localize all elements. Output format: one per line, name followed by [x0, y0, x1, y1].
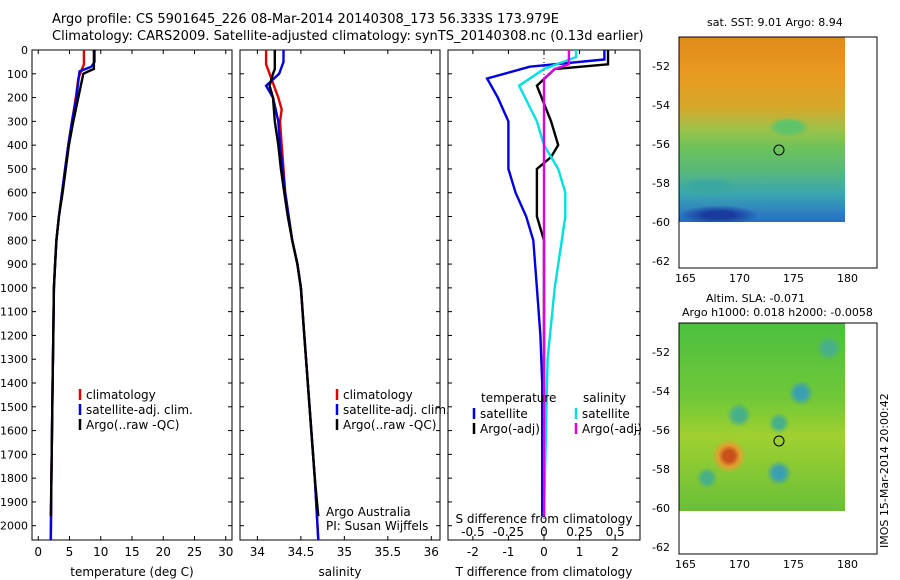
series-line: [517, 50, 578, 517]
x-tick-label: 34: [250, 545, 265, 559]
legend-label: Argo(-adj): [582, 422, 642, 436]
x-tick-label: 35.5: [374, 545, 401, 559]
y-tick-label: 1000: [0, 282, 28, 295]
map2-sla-image: [679, 323, 845, 511]
map-x-tick-label: 170: [729, 558, 750, 571]
map-x-tick-label: 170: [729, 272, 750, 285]
legend-label: Argo(..raw -QC): [86, 418, 179, 432]
x-tick-label: -2: [467, 545, 479, 559]
x-tick-label: 2: [611, 545, 619, 559]
s-axis-label: S difference from climatology: [456, 512, 633, 526]
map1-title: sat. SST: 9.01 Argo: 8.94: [707, 16, 843, 29]
x-tick-label: 34.5: [288, 545, 315, 559]
series-line: [485, 50, 606, 517]
x-tick-label: 10: [93, 545, 108, 559]
x-axis-label: T difference from climatology: [455, 565, 633, 579]
x-tick-label: 0: [540, 545, 548, 559]
y-tick-label: 1700: [0, 448, 28, 461]
legend-label: Argo(..raw -QC): [343, 418, 436, 432]
y-tick-label: 0: [21, 44, 28, 57]
map-y-tick-label: -54: [652, 99, 670, 112]
s-tick-label: -0.25: [493, 525, 524, 539]
x-tick-label: 25: [187, 545, 202, 559]
map-x-tick-label: 165: [675, 272, 696, 285]
x-tick-label: 5: [66, 545, 74, 559]
annotation-text: Argo Australia: [326, 505, 411, 519]
legend-label: Argo(-adj): [480, 422, 540, 436]
y-tick-label: 900: [7, 258, 28, 271]
x-axis-label: salinity: [318, 565, 361, 579]
y-tick-label: 1400: [0, 377, 28, 390]
imos-stamp: IMOS 15-Mar-2014 20:00:42: [878, 393, 891, 548]
x-tick-label: 20: [156, 545, 171, 559]
map-y-tick-label: -54: [652, 385, 670, 398]
map-x-tick-label: 165: [675, 558, 696, 571]
x-tick-label: 15: [124, 545, 139, 559]
map-y-tick-label: -56: [652, 424, 670, 437]
s-tick-label: 0: [540, 525, 548, 539]
x-tick-label: 0: [34, 545, 42, 559]
y-tick-label: 700: [7, 211, 28, 224]
y-tick-label: 800: [7, 234, 28, 247]
header-line1: Argo profile: CS 5901645_226 08-Mar-2014…: [52, 12, 560, 27]
map-y-tick-label: -60: [652, 502, 670, 515]
y-tick-label: 400: [7, 139, 28, 152]
map-y-tick-label: -56: [652, 138, 670, 151]
x-tick-label: 30: [218, 545, 233, 559]
map-y-tick-label: -52: [652, 346, 670, 359]
y-tick-label: 1300: [0, 353, 28, 366]
legend-heading: temperature: [481, 391, 556, 405]
map2-title2: Argo h1000: 0.018 h2000: -0.0058: [682, 306, 873, 319]
map-x-tick-label: 175: [783, 272, 804, 285]
s-tick-label: 0.5: [606, 525, 625, 539]
legend-label: satellite: [582, 407, 630, 421]
x-tick-label: 35: [337, 545, 352, 559]
legend-heading: salinity: [583, 391, 626, 405]
legend-label: satellite-adj. clim.: [86, 403, 193, 417]
legend-label: satellite-adj. clim.: [343, 403, 450, 417]
y-tick-label: 100: [7, 68, 28, 81]
plot-frame: [31, 49, 233, 541]
x-axis-label: temperature (deg C): [70, 565, 193, 579]
x-tick-label: 36: [424, 545, 439, 559]
plot-frame: [239, 49, 441, 541]
y-tick-label: 500: [7, 163, 28, 176]
y-tick-label: 1100: [0, 306, 28, 319]
map-x-tick-label: 175: [783, 558, 804, 571]
map-y-tick-label: -58: [652, 177, 670, 190]
y-tick-label: 600: [7, 187, 28, 200]
x-tick-label: -1: [502, 545, 514, 559]
y-tick-label: 1500: [0, 401, 28, 414]
y-tick-label: 1600: [0, 425, 28, 438]
x-tick-label: 1: [576, 545, 584, 559]
map-x-tick-label: 180: [837, 558, 858, 571]
y-tick-label: 2000: [0, 520, 28, 533]
series-line: [542, 50, 571, 517]
y-tick-label: 1200: [0, 329, 28, 342]
map-y-tick-label: -62: [652, 255, 670, 268]
series-line: [268, 50, 320, 517]
y-tick-label: 1900: [0, 496, 28, 509]
map-y-tick-label: -58: [652, 463, 670, 476]
legend-label: climatology: [343, 388, 413, 402]
map-y-tick-label: -52: [652, 60, 670, 73]
map2-title1: Altim. SLA: -0.071: [706, 292, 806, 305]
map-y-tick-label: -62: [652, 541, 670, 554]
header-line2: Climatology: CARS2009. Satellite-adjuste…: [52, 29, 644, 44]
s-tick-label: -0.5: [461, 525, 484, 539]
y-tick-label: 1800: [0, 472, 28, 485]
y-tick-label: 200: [7, 92, 28, 105]
map-x-tick-label: 180: [837, 272, 858, 285]
annotation-text: PI: Susan Wijffels: [326, 519, 428, 533]
s-tick-label: 0.25: [566, 525, 593, 539]
series-line: [49, 50, 96, 517]
legend-label: climatology: [86, 388, 156, 402]
y-tick-label: 300: [7, 115, 28, 128]
map-y-tick-label: -60: [652, 216, 670, 229]
map1-sst-image: [679, 37, 845, 222]
legend-label: satellite: [480, 407, 528, 421]
